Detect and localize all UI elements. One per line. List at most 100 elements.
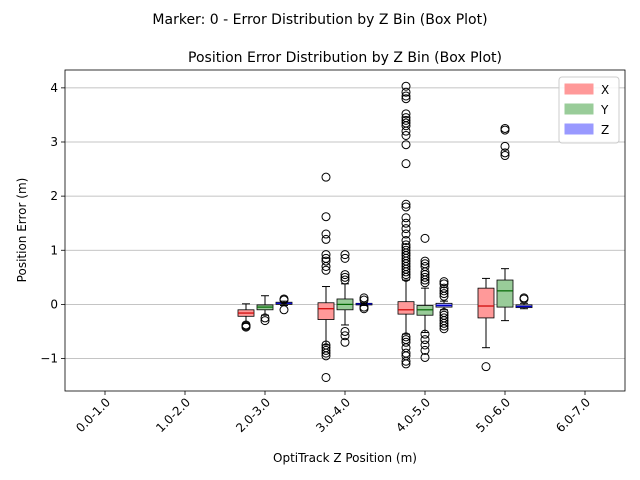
flier-point [401,267,411,277]
flier-point [279,305,289,315]
y-tick-label-2: 1 [50,243,58,257]
flier-point [401,121,411,131]
box-body [317,302,335,320]
box-body [496,279,514,308]
flier-point [401,159,411,169]
flier-point [340,337,350,347]
flier-point [321,229,331,239]
flier-point [321,212,331,222]
flier-point [439,279,449,289]
flier-point [321,265,331,275]
flier-point [439,318,449,328]
y-tick-label-0: −1 [40,352,58,366]
x-axis-label: OptiTrack Z Position (m) [273,451,417,465]
flier-point [420,340,430,350]
flier-point [439,277,449,287]
flier-point [401,332,411,342]
box-z-3 [355,293,373,314]
x-tick-label-3: 3.0-4.0 [313,395,353,435]
flier-point [420,345,430,355]
box-z-4 [435,277,453,334]
box-y-4 [416,233,434,362]
flier-point [439,289,449,299]
legend-label-x: X [601,83,609,97]
legend-label-z: Z [601,123,609,137]
flier-point [321,234,331,244]
flier-point [340,275,350,285]
flier-point [420,233,430,243]
x-tick-label-1: 1.0-2.0 [153,395,193,435]
flier-point [519,294,529,304]
flier-point [420,256,430,266]
flier-point [401,272,411,282]
flier-point [321,256,331,266]
flier-point [340,253,350,263]
chart-title: Position Error Distribution by Z Bin (Bo… [188,50,502,66]
flier-point [321,372,331,382]
flier-point [401,359,411,369]
flier-point [420,278,430,288]
flier-point [401,236,411,246]
legend: XYZ [558,76,620,144]
flier-point [279,295,289,305]
flier-point [401,356,411,366]
box-y-2 [256,295,274,326]
flier-point [241,322,251,332]
x-tick-label-5: 5.0-6.0 [473,395,513,435]
plot-area: −1 0 1 2 3 4 0.0-1.0 1.0-2.0 2.0-3.0 3.0-4.0 4.0-5… [40,69,626,435]
flier-point [401,229,411,239]
legend-swatch-y [564,103,594,115]
flier-point [500,141,510,151]
flier-point [321,345,331,355]
box-y-5 [496,123,514,322]
flier-point [401,270,411,280]
flier-point [500,151,510,161]
flier-point [401,337,411,347]
flier-point [401,140,411,150]
flier-point [401,130,411,140]
legend-label-y: Y [600,103,609,117]
flier-point [420,272,430,282]
flier-point [481,362,491,372]
flier-point [401,115,411,125]
flier-point [401,218,411,228]
flier-point [401,202,411,212]
flier-point [340,331,350,341]
flier-point [340,250,350,260]
flier-point [321,172,331,182]
flier-point [401,199,411,209]
flier-point [340,270,350,280]
flier-point [401,94,411,104]
y-tick-label-1: 0 [50,297,58,311]
flier-point [439,324,449,334]
box-x-2 [237,303,255,332]
flier-point [420,329,430,339]
flier-point [321,348,331,358]
flier-point [401,213,411,223]
y-axis-label: Position Error (m) [15,178,29,283]
flier-point [401,109,411,119]
axes-frame [64,69,626,392]
flier-point [500,148,510,158]
box-z-2 [275,294,293,315]
flier-point [401,87,411,97]
flier-point [439,291,449,301]
y-tick-label-3: 2 [50,189,58,203]
box-y-3 [336,250,354,347]
flier-point [321,261,331,271]
flier-point [359,304,369,314]
figure-suptitle: Marker: 0 - Error Distribution by Z Bin … [152,12,487,28]
box-x-4 [397,81,415,369]
x-tick-label-4: 4.0-5.0 [393,395,433,435]
flier-point [359,293,369,303]
flier-point [439,321,449,331]
flier-point [321,351,331,361]
flier-point [439,286,449,296]
flier-point [340,326,350,336]
flier-point [359,295,369,305]
legend-swatch-z [564,123,594,135]
x-tick-label-6: 6.0-7.0 [553,395,593,435]
y-tick-label-4: 3 [50,135,58,149]
y-tick-label-5: 4 [50,81,58,95]
